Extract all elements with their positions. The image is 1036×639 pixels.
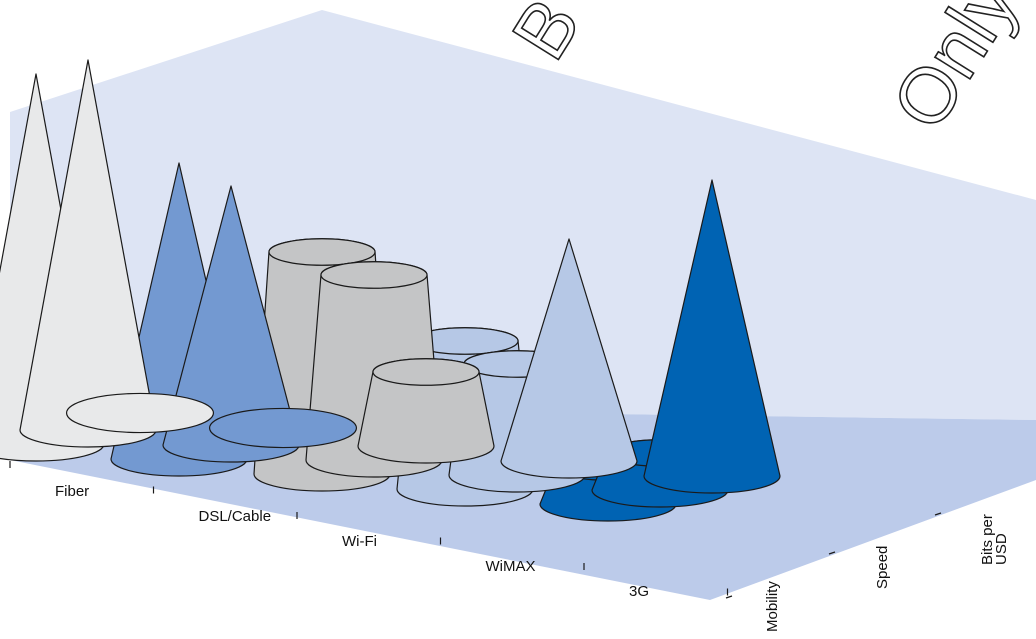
mark-fiber-speed bbox=[19, 59, 157, 448]
metric-label-mobility: Mobility bbox=[764, 581, 781, 632]
category-labels: Fiber DSL/Cable Wi-Fi WiMAX 3G bbox=[55, 483, 649, 600]
mark-3g-mobility bbox=[643, 179, 781, 494]
chart-marks bbox=[0, 59, 781, 522]
watermark-word: Only bbox=[875, 0, 1035, 144]
mark-dsl-cable-mobility bbox=[208, 407, 358, 449]
category-label-dsl-cable: DSL/Cable bbox=[199, 508, 272, 525]
mark-wimax-mobility bbox=[500, 238, 638, 479]
mark-wi-fi-mobility bbox=[357, 358, 495, 464]
mark-fiber-mobility bbox=[65, 392, 215, 434]
depth-tick bbox=[934, 512, 942, 516]
category-label-wi-fi: Wi-Fi bbox=[342, 533, 377, 550]
category-label-fiber: Fiber bbox=[55, 483, 89, 500]
metric-label-bits-per-usd: Bits perUSD bbox=[979, 514, 1010, 565]
axis-ticks bbox=[9, 461, 942, 599]
category-label-3g: 3G bbox=[629, 583, 649, 600]
depth-tick bbox=[828, 551, 836, 555]
depth-tick bbox=[725, 595, 733, 599]
metric-label-speed: Speed bbox=[874, 546, 891, 589]
back-wall-right bbox=[322, 10, 1036, 420]
mark-dsl-cable-speed bbox=[162, 185, 300, 463]
metric-labels: Mobility Speed Bits perUSD bbox=[764, 514, 1010, 632]
category-label-wimax: WiMAX bbox=[486, 558, 536, 575]
